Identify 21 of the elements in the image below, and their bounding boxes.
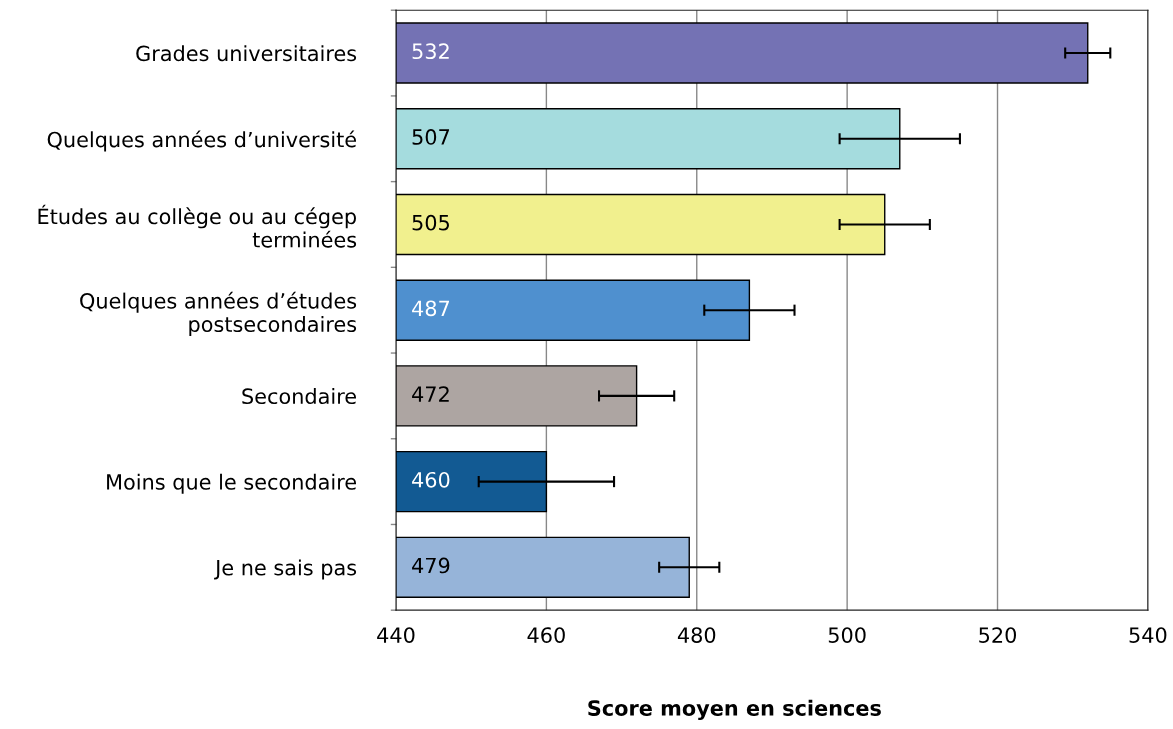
x-tick-label: 460 [527,627,565,643]
x-tick-label: 540 [1129,627,1167,643]
y-tick-label: Études au collège ou au cégep terminées [38,204,357,248]
y-tick-label: Je ne sais pas [214,559,357,580]
x-tick-label: 500 [828,627,866,643]
y-tick-label: Quelques années d’université [47,130,357,152]
y-tick-label: Quelques années d’études postsecondaires [80,291,357,337]
data-label: 472 [412,386,449,402]
x-tick-label: 480 [677,627,716,643]
data-label: 532 [412,43,449,60]
data-label: 505 [412,214,449,231]
data-label: 507 [412,129,450,145]
data-label: 460 [412,471,450,488]
y-tick-label: Grades universitaires [136,45,357,62]
y-tick-label: Secondaire [242,387,356,405]
data-label: 479 [412,557,450,574]
x-axis-title: Score moyen en sciences [588,699,881,721]
x-tick-label: 520 [979,627,1017,643]
y-tick-label: Moins que le secondaire [107,473,356,494]
data-label: 487 [412,300,450,317]
x-tick-label: 440 [377,627,415,643]
